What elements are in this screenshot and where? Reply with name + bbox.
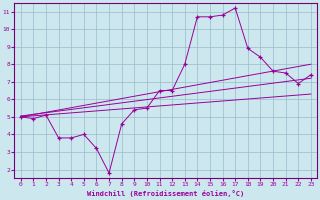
X-axis label: Windchill (Refroidissement éolien,°C): Windchill (Refroidissement éolien,°C) bbox=[87, 190, 244, 197]
